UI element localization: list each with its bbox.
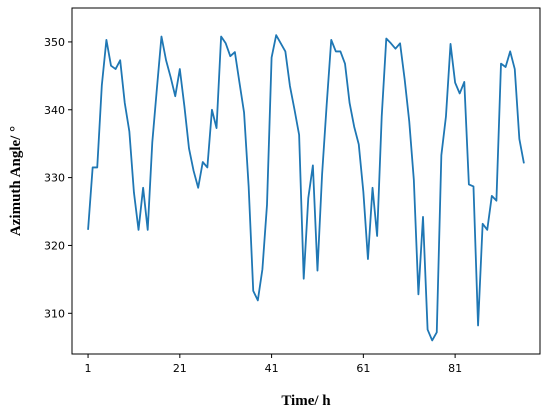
y-tick-label: 310 xyxy=(44,307,65,320)
x-tick-label: 21 xyxy=(173,362,187,375)
azimuth-series-line xyxy=(87,34,525,342)
y-tick-label: 330 xyxy=(44,172,65,185)
y-axis-title: Azimuth Angle/ ° xyxy=(8,126,24,236)
x-tick-label: 41 xyxy=(265,362,279,375)
x-axis-ticks: 1 21 41 61 81 xyxy=(85,354,462,375)
x-tick-label: 81 xyxy=(448,362,462,375)
y-tick-label: 340 xyxy=(44,104,65,117)
x-tick-label: 1 xyxy=(85,362,92,375)
x-axis-title: Time/ h xyxy=(281,393,331,409)
y-tick-label: 350 xyxy=(44,36,65,49)
y-tick-label: 320 xyxy=(44,239,65,252)
y-axis-ticks: 310 320 330 340 350 xyxy=(44,36,72,320)
plot-frame xyxy=(71,7,541,355)
x-tick-label: 61 xyxy=(356,362,370,375)
